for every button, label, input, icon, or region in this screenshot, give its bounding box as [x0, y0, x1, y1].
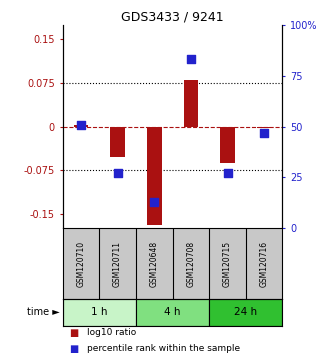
Bar: [110, 127, 125, 157]
Point: [262, 130, 267, 136]
Text: GSM120708: GSM120708: [187, 241, 195, 287]
Text: 4 h: 4 h: [164, 307, 181, 318]
Bar: [74, 125, 88, 127]
Bar: [136, 299, 209, 326]
Bar: [184, 80, 198, 127]
Bar: [220, 127, 235, 162]
Title: GDS3433 / 9241: GDS3433 / 9241: [121, 11, 224, 24]
Text: GSM120715: GSM120715: [223, 241, 232, 287]
Point: [78, 122, 83, 127]
Text: 1 h: 1 h: [91, 307, 108, 318]
Text: time ►: time ►: [27, 307, 59, 318]
Point: [225, 171, 230, 176]
Point: [152, 199, 157, 205]
Text: GSM120711: GSM120711: [113, 241, 122, 287]
Point: [188, 57, 194, 62]
Point: [115, 171, 120, 176]
Bar: [257, 127, 272, 128]
Text: percentile rank within the sample: percentile rank within the sample: [87, 344, 240, 353]
Text: ■: ■: [69, 328, 78, 338]
Bar: [147, 127, 161, 225]
Text: 24 h: 24 h: [234, 307, 257, 318]
Bar: [63, 299, 136, 326]
Text: GSM120710: GSM120710: [76, 241, 85, 287]
Text: GSM120648: GSM120648: [150, 241, 159, 287]
Text: ■: ■: [69, 344, 78, 354]
Text: log10 ratio: log10 ratio: [87, 328, 136, 337]
Bar: [209, 299, 282, 326]
Text: GSM120716: GSM120716: [260, 241, 269, 287]
